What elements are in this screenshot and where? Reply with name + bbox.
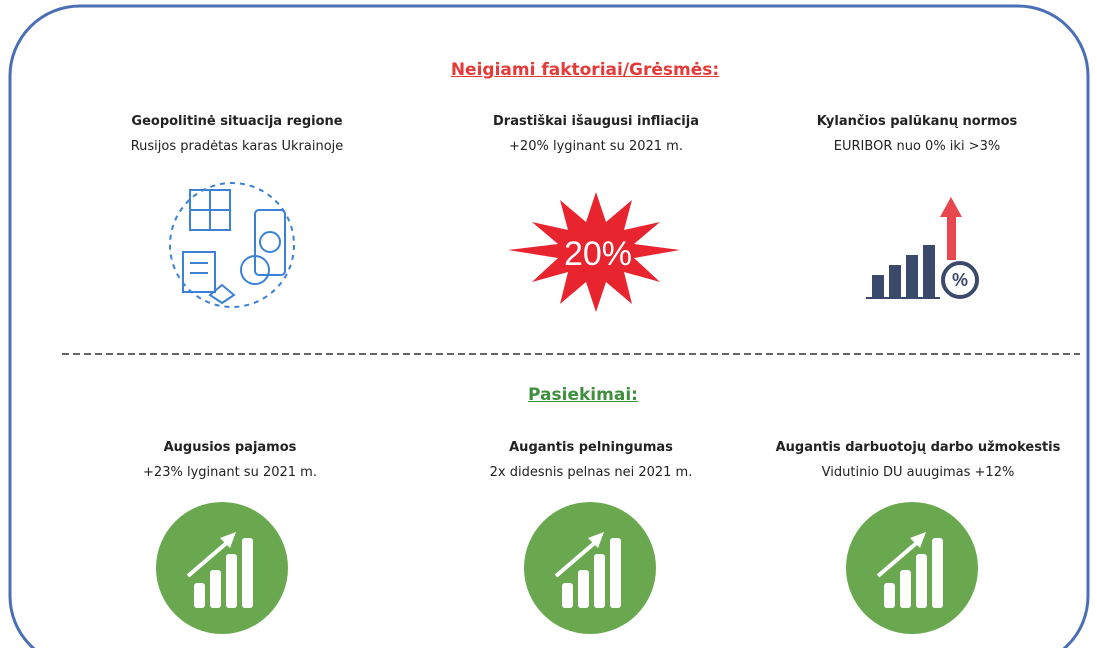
percent-text: % <box>952 270 968 290</box>
section-title: Neigiami faktoriai/Grėsmės: <box>450 60 720 80</box>
item-subtitle: EURIBOR nuo 0% iki >3% <box>833 139 1001 154</box>
item-subtitle: Rusijos pradėtas karas Ukrainoje <box>130 139 344 154</box>
starburst <box>508 192 680 312</box>
section-title: Pasiekimai: <box>528 385 638 405</box>
item-title: Geopolitinė situacija regione <box>131 114 343 129</box>
item-subtitle: Vidutinio DU auugimas +12% <box>821 465 1015 480</box>
item-title: Kylančios palūkanų normos <box>816 114 1018 129</box>
item-title: Augantis darbuotojų darbo užmokestis <box>775 440 1061 455</box>
item-subtitle: 2x didesnis pelnas nei 2021 m. <box>489 465 693 480</box>
badge-text: 20% <box>564 235 632 273</box>
item-subtitle: +20% lyginant su 2021 m. <box>509 139 683 154</box>
item-title: Augusios pajamos <box>163 440 297 455</box>
growth-icons <box>156 502 978 634</box>
item-title: Drastiškai išaugusi infliacija <box>493 114 699 129</box>
item-subtitle: +23% lyginant su 2021 m. <box>143 465 317 480</box>
rates-icon <box>866 197 979 299</box>
geopolitics-icon <box>169 182 295 308</box>
item-title: Augantis pelningumas <box>509 440 673 455</box>
frame <box>8 4 1090 648</box>
